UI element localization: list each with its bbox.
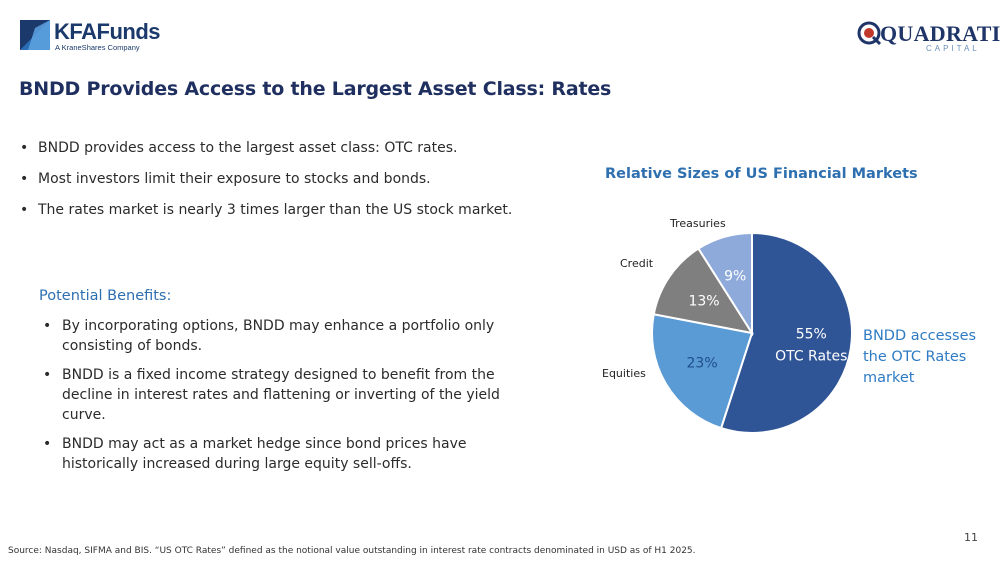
callout-text: BNDD accesses the OTC Rates market [863, 328, 977, 386]
pie-slice-otc-rates [719, 231, 853, 434]
quadratic-logo-tagline: CAPITAL [926, 44, 980, 53]
pie-chart: 55% OTC Rates 23% Equities 13% Credit 9% Treasu… [602, 217, 853, 434]
pie-value-label: 55% [796, 326, 827, 342]
pie-category-label: OTC Rates [775, 348, 847, 364]
page-title: BNDD Provides Access to the Largest Asse… [19, 78, 612, 100]
kfa-logo-tagline: A KraneShares Company [55, 43, 140, 52]
benefit-item: BNDD is a fixed income strategy designed… [43, 365, 523, 425]
pie-value-label: 23% [687, 356, 718, 372]
pie-category-label: Credit [620, 257, 654, 270]
benefit-item: By incorporating options, BNDD may enhan… [43, 316, 523, 356]
intro-bullet-list: BNDD provides access to the largest asse… [20, 138, 580, 231]
pie-value-label: 13% [688, 293, 719, 309]
bullet-item: The rates market is nearly 3 times large… [20, 200, 580, 220]
bullet-item: Most investors limit their exposure to s… [20, 169, 580, 189]
page-number: 11 [964, 531, 978, 544]
pie-slice-credit [652, 247, 755, 335]
source-footnote: Source: Nasdaq, SIFMA and BIS. “US OTC R… [8, 546, 696, 556]
benefits-heading: Potential Benefits: [39, 288, 172, 304]
pie-slice-treasuries [697, 231, 753, 337]
benefits-list: By incorporating options, BNDD may enhan… [43, 316, 523, 483]
quadratic-logo-mark-icon [857, 21, 882, 46]
pie-slice-equities [651, 313, 754, 430]
kfa-funds-logo: KFAFunds A KraneShares Company [18, 18, 168, 54]
pie-category-label: Equities [602, 367, 646, 380]
chart-title: Relative Sizes of US Financial Markets [605, 166, 918, 182]
kfa-logo-mark-icon [20, 20, 50, 50]
kfa-logo-text: KFAFunds [54, 19, 161, 44]
bullet-item: BNDD provides access to the largest asse… [20, 138, 580, 158]
benefit-item: BNDD may act as a market hedge since bon… [43, 434, 523, 474]
pie-value-label: 9% [724, 268, 746, 284]
pie-category-label: Treasuries [669, 217, 726, 230]
